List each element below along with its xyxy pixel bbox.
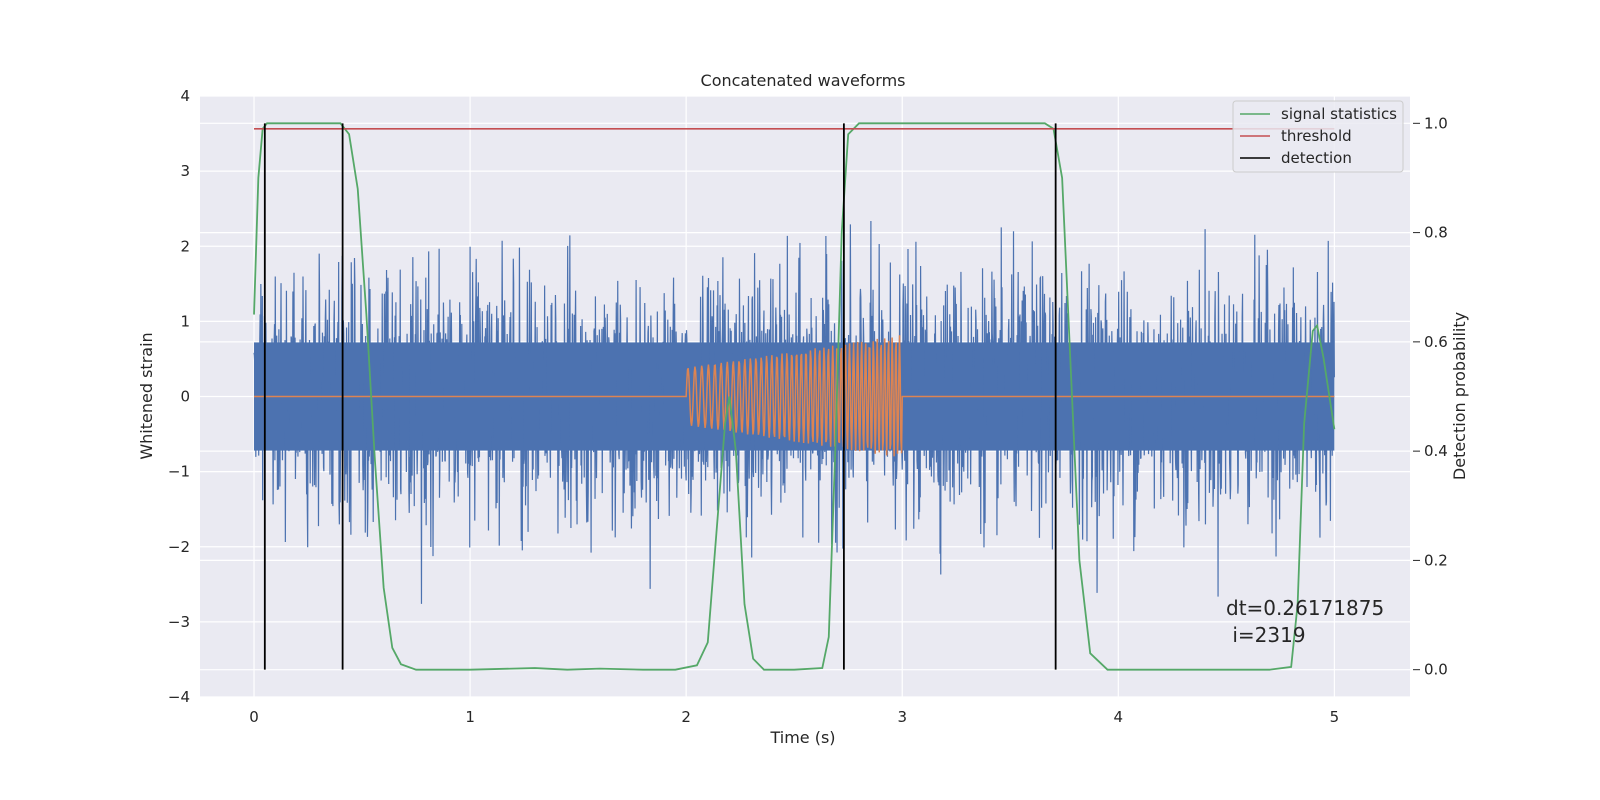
y2-axis-ticks: 0.0 0.2 0.4 0.6 0.8 1.0 (1413, 114, 1448, 679)
detection-probability-series (253, 122, 1336, 671)
x-tick-label: 1 (465, 708, 475, 726)
y-axis-ticks: −4 −3 −2 −1 0 1 2 3 4 (168, 87, 190, 706)
annotation-dt: dt=0.26171875 (1226, 596, 1384, 620)
y-tick-label: 2 (180, 237, 190, 255)
y-axis-label: Whitened strain (137, 332, 156, 459)
y-tick-label: 0 (180, 388, 190, 406)
legend-label-signal-statistics: signal statistics (1281, 105, 1397, 123)
y-tick-label: 4 (180, 87, 190, 105)
annotation-index: i=2319 (1226, 623, 1306, 647)
x-axis-label: Time (s) (769, 728, 835, 747)
x-tick-label: 4 (1114, 708, 1124, 726)
y2-tick-label: 0.4 (1424, 442, 1448, 460)
y2-axis-label: Detection probability (1450, 312, 1469, 480)
y-tick-label: 3 (180, 162, 190, 180)
x-tick-label: 2 (681, 708, 691, 726)
x-tick-label: 3 (897, 708, 907, 726)
y2-tick-label: 1.0 (1424, 114, 1448, 132)
noise-line (253, 220, 1335, 604)
y-tick-label: −4 (168, 688, 190, 706)
y2-tick-label: 0.6 (1424, 333, 1448, 351)
y-tick-label: −1 (168, 463, 190, 481)
legend-label-detection: detection (1281, 149, 1352, 167)
chart-title: Concatenated waveforms (701, 71, 906, 90)
injected-signal-series (254, 335, 1335, 457)
y-tick-label: −2 (168, 538, 190, 556)
annotation: dt=0.26171875 i=2319 (1226, 596, 1384, 647)
y2-tick-label: 0.8 (1424, 224, 1448, 242)
injected-signal-line (254, 335, 1335, 457)
x-tick-label: 0 (249, 708, 259, 726)
y2-tick-label: 0.0 (1424, 661, 1448, 679)
legend-label-threshold: threshold (1281, 127, 1352, 145)
legend-box (1232, 100, 1404, 173)
y-tick-label: 1 (180, 312, 190, 330)
y-tick-label: −3 (168, 613, 190, 631)
y2-tick-label: 0.2 (1424, 551, 1448, 569)
x-tick-label: 5 (1330, 708, 1340, 726)
x-axis-ticks: 0 1 2 3 4 5 (249, 708, 1339, 726)
signal-statistics-line (253, 122, 1336, 671)
legend: signal statistics threshold detection (1232, 100, 1404, 173)
